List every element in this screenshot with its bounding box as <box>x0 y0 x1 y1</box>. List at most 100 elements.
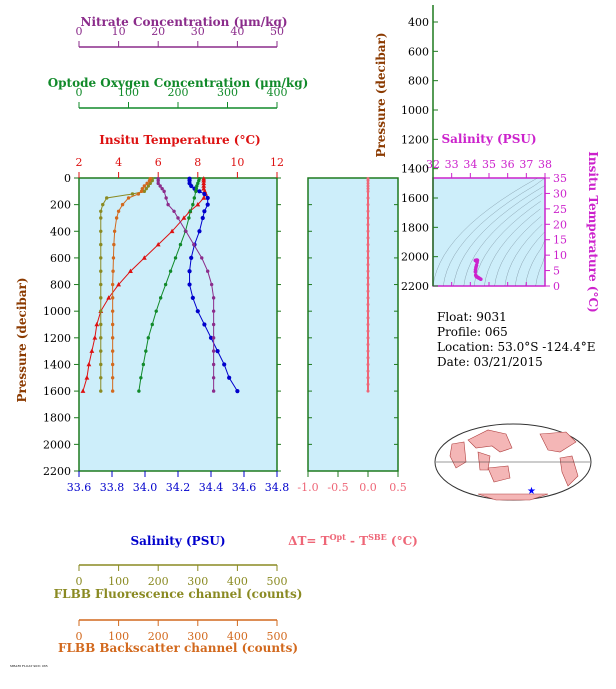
pressure-tick-label: 400 <box>50 225 71 238</box>
temperature-tick-label: 6 <box>155 156 162 169</box>
nitrate-tick-label: 10 <box>112 25 126 38</box>
salinity-tick-label: 34.2 <box>166 481 191 494</box>
backscatter-tick-label: 0 <box>76 630 83 643</box>
temperature-point <box>155 241 161 247</box>
salinity-point <box>187 282 192 287</box>
salinity-point <box>197 189 202 194</box>
delta-t-point <box>366 263 370 267</box>
backscatter-point <box>110 389 115 393</box>
salinity-point <box>189 255 194 261</box>
backscatter-tick-label: 500 <box>267 630 288 643</box>
ts-point <box>475 260 479 265</box>
backscatter-point <box>111 269 115 273</box>
salinity-point <box>190 295 195 300</box>
pressure-tick-label: 1600 <box>43 385 71 398</box>
backscatter-point <box>111 256 116 260</box>
fluorescence-point <box>99 269 103 273</box>
delta-t-tick-label: -1.0 <box>297 481 318 494</box>
delta-t-point <box>366 369 370 373</box>
ts-contour <box>525 239 546 287</box>
backscatter-point <box>136 192 141 196</box>
oxygen-point <box>173 256 178 260</box>
temperature-point <box>201 195 207 200</box>
fluorescence-point <box>99 322 103 327</box>
backscatter-tick-label: 200 <box>148 630 169 643</box>
temperature-point <box>89 348 95 353</box>
delta-t-point <box>366 323 370 326</box>
oxygen-point <box>195 184 199 188</box>
delta-t-point <box>366 376 370 380</box>
backscatter-point <box>110 362 115 367</box>
oxygen-point <box>139 376 143 380</box>
salinity-point <box>205 195 210 201</box>
salinity-point <box>235 388 240 394</box>
delta-t-point <box>366 276 370 280</box>
salinity-point <box>189 183 194 189</box>
inset-salinity-tick-label: 37 <box>519 158 533 171</box>
salinity-point <box>215 349 220 354</box>
salinity-axis-title: Salinity (PSU) <box>130 534 225 548</box>
backscatter-point <box>147 178 152 183</box>
fluorescence-point <box>130 192 135 196</box>
pressure-tick-label: 2200 <box>43 465 71 478</box>
ts-contour <box>494 216 541 287</box>
fluorescence-point <box>99 242 103 247</box>
backscatter-point <box>112 242 116 247</box>
oxygen-point <box>194 186 199 191</box>
oxygen-point <box>168 269 173 273</box>
inset-pressure-tick-label: 1400 <box>401 163 429 176</box>
delta-t-point <box>366 356 370 360</box>
delta-t-point <box>366 223 370 227</box>
salinity-point <box>205 202 210 207</box>
fluorescence-tick-label: 500 <box>267 575 288 588</box>
backscatter-point <box>110 322 115 327</box>
nitrate-point <box>192 242 196 247</box>
delta-t-point <box>366 389 370 393</box>
inset-temperature-title: Insitu Temperature (°C) <box>586 151 600 312</box>
delta-t-point <box>366 189 370 193</box>
profile-date: Date: 03/21/2015 <box>437 355 543 369</box>
delta-t-axis-title: ΔT= TOpt - TSBE (°C) <box>288 532 418 548</box>
fluorescence-point <box>99 296 103 300</box>
delta-t-point <box>366 187 370 191</box>
main-pressure-axis-title: Pressure (decibar) <box>15 277 29 402</box>
inset-pressure-title: Pressure (decibar) <box>374 32 388 157</box>
fluorescence-point <box>99 389 103 393</box>
oxygen-point <box>146 336 150 340</box>
nitrate-point <box>211 309 216 313</box>
fluorescence-point <box>99 229 103 233</box>
nitrate-point <box>156 181 160 186</box>
salinity-point <box>202 322 207 327</box>
backscatter-point <box>110 296 115 300</box>
nitrate-point <box>211 322 216 327</box>
backscatter-point <box>140 186 145 191</box>
temperature-point <box>181 215 187 220</box>
delta-t-tick-label: 0.0 <box>359 481 377 494</box>
main-plot-area <box>78 177 278 472</box>
inset-salinity-tick-label: 35 <box>482 158 496 171</box>
delta-t-point <box>366 342 370 346</box>
fluorescence-point <box>99 256 103 260</box>
oxygen-tick-label: 400 <box>267 86 288 99</box>
nitrate-point <box>158 184 162 188</box>
temperature-point <box>128 268 133 274</box>
salinity-point <box>208 335 214 340</box>
salinity-point <box>222 362 227 367</box>
pressure-tick-label: 1200 <box>43 332 71 345</box>
inset-temp-tick-label: 35 <box>553 172 567 185</box>
inset-pressure-tick-label: 800 <box>408 75 429 88</box>
nitrate-tick-label: 50 <box>270 25 284 38</box>
inset-pressure-tick-label: 1200 <box>401 133 429 146</box>
delta-t-point <box>366 289 370 293</box>
pressure-tick-label: 1400 <box>43 358 71 371</box>
inset-pressure-tick-label: 1000 <box>401 104 429 117</box>
float-id: Float: 9031 <box>437 310 507 324</box>
backscatter-point <box>112 229 117 233</box>
salinity-tick-label: 34.4 <box>199 481 224 494</box>
salinity-point <box>200 215 205 221</box>
delta-t-point <box>366 203 370 207</box>
nitrate-point <box>211 296 216 300</box>
delta-t-point <box>366 349 370 353</box>
inset-pressure-tick-label: 400 <box>408 16 429 29</box>
oxygen-point <box>163 282 168 287</box>
